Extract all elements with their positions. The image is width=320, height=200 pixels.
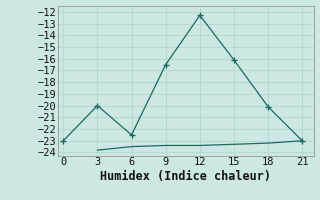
X-axis label: Humidex (Indice chaleur): Humidex (Indice chaleur) bbox=[100, 170, 271, 183]
